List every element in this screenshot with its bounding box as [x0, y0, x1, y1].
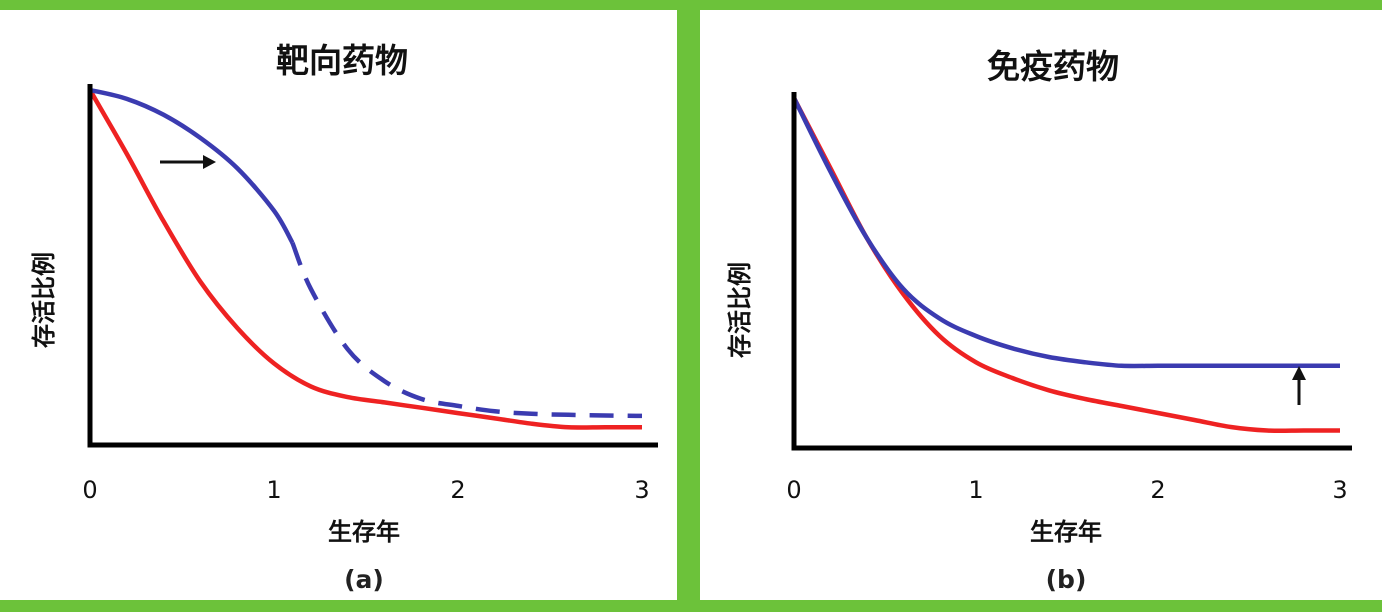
chart-b-caption: (b) [1046, 565, 1087, 594]
chart-b-axes [791, 92, 1352, 451]
chart-a-title: 靶向药物 [276, 41, 408, 80]
x-tick-label: 0 [82, 476, 97, 504]
chart-a-series [88, 87, 643, 430]
chart-panel-b: 免疫药物 存活比例 生存年 (b) 0 1 2 3 [700, 10, 1382, 600]
x-tick-label: 3 [634, 476, 649, 504]
chart-a-svg: 靶向药物 存活比例 生存年 (a) 0 1 2 3 [30, 41, 658, 594]
up-arrow-icon [1292, 366, 1306, 405]
x-tick-label: 1 [266, 476, 281, 504]
x-tick-label: 2 [450, 476, 465, 504]
chart-panel-a: 靶向药物 存活比例 生存年 (a) 0 1 2 3 [0, 10, 677, 600]
chart-b-xlabel: 生存年 [1030, 518, 1102, 546]
chart-a-xlabel: 生存年 [328, 518, 400, 546]
x-tick-label: 1 [968, 476, 983, 504]
series-line-red [88, 88, 642, 430]
x-tick-label: 0 [786, 476, 801, 504]
series-line-blue [89, 87, 295, 244]
chart-a-xticks: 0 1 2 3 [82, 476, 649, 504]
chart-a-axes [87, 84, 658, 448]
chart-a-ylabel: 存活比例 [30, 252, 58, 348]
x-tick-label: 2 [1150, 476, 1165, 504]
chart-b-svg: 免疫药物 存活比例 生存年 (b) 0 1 2 3 [726, 47, 1352, 594]
series-line-red [792, 96, 1340, 434]
right-arrow-icon [160, 155, 216, 169]
x-tick-label: 3 [1332, 476, 1347, 504]
series-line-blue-dashed [290, 241, 643, 419]
chart-a-caption: (a) [344, 565, 384, 594]
chart-b-title: 免疫药物 [987, 47, 1119, 86]
chart-b-series [791, 96, 1340, 434]
chart-b-xticks: 0 1 2 3 [786, 476, 1347, 504]
chart-b-ylabel: 存活比例 [726, 262, 754, 358]
series-line-blue [791, 97, 1340, 369]
